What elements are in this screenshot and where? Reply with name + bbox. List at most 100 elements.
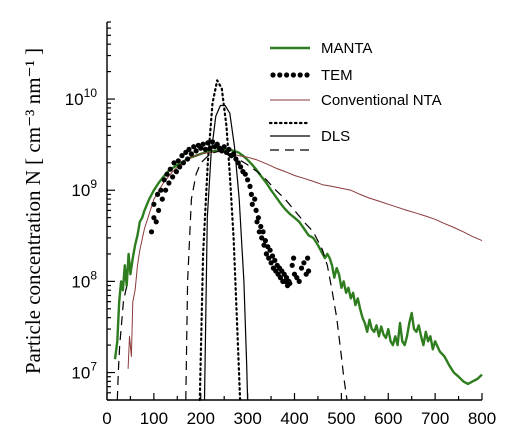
x-tick-label: 0 xyxy=(102,409,111,428)
tem-point xyxy=(188,151,194,157)
tem-point xyxy=(161,177,167,183)
tem-point xyxy=(175,158,181,164)
tem-point xyxy=(219,148,225,154)
legend-item-nta: Conventional NTA xyxy=(270,92,442,109)
tem-point xyxy=(294,275,300,281)
y-tick-label: 107 xyxy=(71,360,97,383)
tem-point xyxy=(248,191,254,197)
tem-point xyxy=(177,164,183,170)
tem-point xyxy=(255,215,261,221)
tem-point xyxy=(245,177,251,183)
tem-point xyxy=(166,180,172,186)
tem-point xyxy=(198,145,204,151)
series-dls-dotted xyxy=(198,79,242,402)
legend-marker xyxy=(290,72,296,78)
tem-point xyxy=(233,156,239,162)
tem-point xyxy=(272,257,278,263)
tem-point xyxy=(266,255,272,261)
tem-point xyxy=(173,169,179,175)
tem-point xyxy=(254,219,260,225)
tem-point xyxy=(170,174,176,180)
legend-label: MANTA xyxy=(321,40,372,57)
tem-point xyxy=(287,280,293,286)
x-tick-label: 100 xyxy=(140,409,168,428)
tem-point xyxy=(200,141,206,147)
tem-point xyxy=(185,156,191,162)
tem-point xyxy=(305,255,311,261)
tem-point xyxy=(231,151,237,157)
tem-point xyxy=(262,238,268,244)
tem-point xyxy=(259,235,265,241)
legend: MANTA TEM Conventional NTA DLS xyxy=(268,40,442,151)
legend-marker xyxy=(297,72,303,78)
x-tick-label: 600 xyxy=(374,409,402,428)
x-tick-label: 200 xyxy=(187,409,215,428)
tem-point xyxy=(277,275,283,281)
tem-point xyxy=(242,171,248,177)
tem-point xyxy=(207,145,213,151)
tem-point xyxy=(263,251,269,257)
legend-marker xyxy=(304,72,310,78)
series-nta xyxy=(127,151,483,369)
x-tick-label: 300 xyxy=(233,409,261,428)
tem-point xyxy=(226,146,232,152)
tem-point xyxy=(167,166,173,172)
legend-label: DLS xyxy=(321,128,350,145)
tem-point xyxy=(205,140,211,146)
tem-point xyxy=(296,278,302,284)
tem-point xyxy=(163,187,169,193)
tem-point xyxy=(164,171,170,177)
series-dls-dashed-b xyxy=(185,150,348,401)
y-tick-label: 109 xyxy=(71,177,97,200)
tem-point xyxy=(153,219,159,225)
x-tick-label: 800 xyxy=(468,409,496,428)
legend-label: Conventional NTA xyxy=(321,92,442,109)
tem-point xyxy=(214,141,220,147)
tem-point xyxy=(268,260,274,266)
x-tick-label: 700 xyxy=(421,409,449,428)
axes: 0 100 200 300 400 500 600 700 800 107 108 109 1010 xyxy=(65,21,496,428)
tem-point xyxy=(151,215,157,221)
tem-point xyxy=(159,196,165,202)
y-tick-label: 108 xyxy=(71,268,97,291)
tem-point xyxy=(260,229,266,235)
tem-point xyxy=(252,196,258,202)
tem-point xyxy=(235,160,241,166)
tem-point xyxy=(202,146,208,152)
x-tick-label: 500 xyxy=(327,409,355,428)
tem-point xyxy=(179,153,185,159)
tem-point xyxy=(158,187,164,193)
tem-point xyxy=(193,148,199,154)
legend-marker xyxy=(270,72,276,78)
series-tem xyxy=(148,139,312,289)
tem-point xyxy=(171,160,177,166)
tem-point xyxy=(301,260,307,266)
tem-point xyxy=(256,229,262,235)
series-dls-dashed xyxy=(116,281,129,401)
tem-point xyxy=(298,265,305,271)
tem-point xyxy=(148,229,155,235)
tem-point xyxy=(209,139,216,145)
tem-point xyxy=(180,160,186,166)
tem-point xyxy=(283,275,290,281)
tem-point xyxy=(221,144,227,150)
tem-point xyxy=(289,262,295,268)
series-dls-solid xyxy=(203,104,249,401)
tem-point xyxy=(269,253,276,259)
tem-point xyxy=(306,268,312,274)
tem-point xyxy=(258,223,264,230)
legend-item-tem: TEM xyxy=(270,67,353,84)
legend-item-manta: MANTA xyxy=(270,40,372,57)
series-layer xyxy=(113,79,483,402)
tem-point xyxy=(191,144,197,150)
tem-point xyxy=(155,191,161,197)
legend-marker xyxy=(284,72,290,78)
legend-label: TEM xyxy=(321,67,353,84)
tem-point xyxy=(247,183,253,189)
y-axis-label: Particle concentration N [ cm⁻³ nm⁻¹ ] xyxy=(21,48,45,374)
tem-point xyxy=(156,207,162,213)
legend-item-dls-solid: DLS xyxy=(270,128,350,145)
tem-point xyxy=(291,255,297,261)
tem-point xyxy=(151,201,157,207)
